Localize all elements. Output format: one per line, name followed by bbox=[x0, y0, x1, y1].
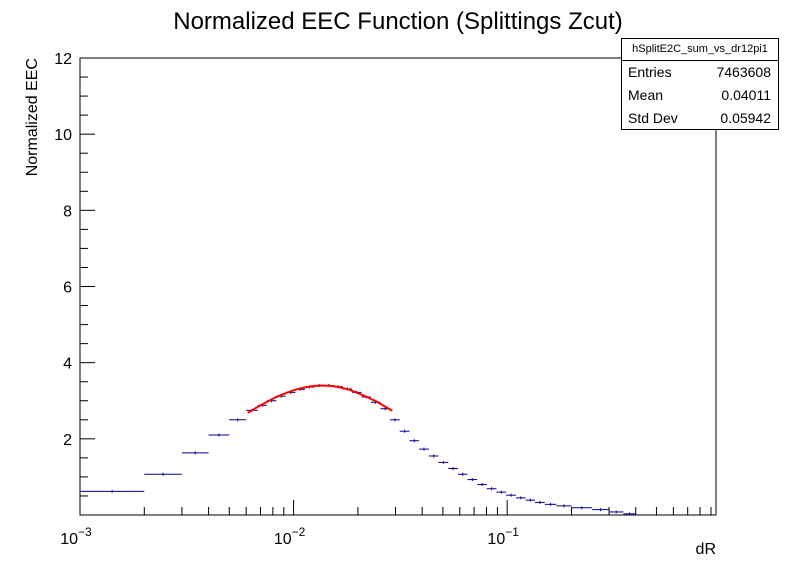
stats-histogram-name: hSplitE2C_sum_vs_dr12pi1 bbox=[622, 39, 778, 61]
y-tick-label: 8 bbox=[63, 203, 72, 220]
chart-title: Normalized EEC Function (Splittings Zcut… bbox=[173, 8, 622, 35]
stats-value: 7463608 bbox=[716, 64, 771, 80]
stats-label: Entries bbox=[628, 64, 672, 80]
x-tick-label: 10−2 bbox=[274, 525, 306, 548]
stats-label: Std Dev bbox=[628, 110, 678, 126]
stats-box: hSplitE2C_sum_vs_dr12pi1 Entries 7463608… bbox=[621, 38, 779, 130]
x-axis: 10−3 10−2 10−1 bbox=[60, 500, 712, 548]
x-tick-label: 10−1 bbox=[487, 525, 519, 548]
y-tick-label: 6 bbox=[63, 280, 72, 297]
y-tick-label: 10 bbox=[54, 127, 72, 144]
y-tick-label: 12 bbox=[54, 51, 72, 68]
y-axis-label: Normalized EEC bbox=[24, 58, 41, 176]
stats-value: 0.05942 bbox=[720, 110, 771, 126]
y-tick-label: 2 bbox=[63, 432, 72, 449]
stats-value: 0.04011 bbox=[721, 87, 771, 103]
stats-row-mean: Mean 0.04011 bbox=[622, 84, 778, 107]
x-axis-label: dR bbox=[696, 541, 716, 558]
y-axis: 2 4 6 8 10 12 bbox=[54, 51, 95, 497]
stats-row-stddev: Std Dev 0.05942 bbox=[622, 107, 778, 130]
x-tick-label: 10−3 bbox=[60, 525, 92, 548]
stats-label: Mean bbox=[628, 87, 664, 103]
stats-row-entries: Entries 7463608 bbox=[622, 61, 778, 84]
histogram-series bbox=[80, 384, 636, 516]
fit-curve bbox=[247, 384, 393, 414]
y-tick-label: 4 bbox=[63, 356, 72, 373]
